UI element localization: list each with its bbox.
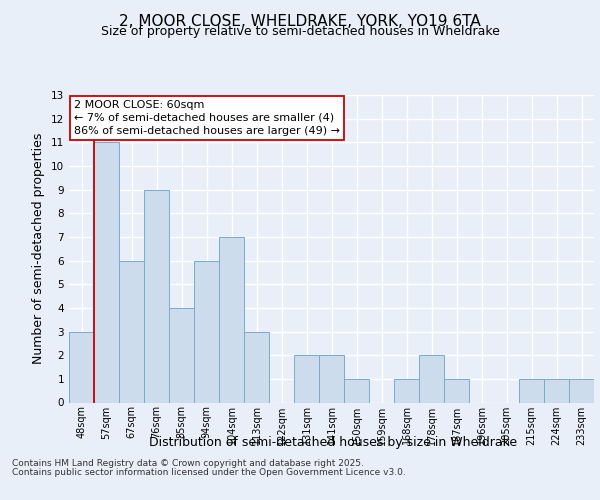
Bar (94, 142, 119, 402)
Bar (294, 355, 319, 403)
Bar (419, 355, 444, 403)
Bar (394, 379, 419, 402)
Bar (244, 332, 269, 402)
Bar (444, 379, 469, 402)
Text: Distribution of semi-detached houses by size in Wheldrake: Distribution of semi-detached houses by … (149, 436, 517, 449)
Bar (569, 379, 594, 402)
Text: Size of property relative to semi-detached houses in Wheldrake: Size of property relative to semi-detach… (101, 25, 499, 38)
Text: Contains public sector information licensed under the Open Government Licence v3: Contains public sector information licen… (12, 468, 406, 477)
Bar (119, 260, 144, 402)
Text: Contains HM Land Registry data © Crown copyright and database right 2025.: Contains HM Land Registry data © Crown c… (12, 459, 364, 468)
Bar (319, 355, 344, 403)
Text: 2 MOOR CLOSE: 60sqm
← 7% of semi-detached houses are smaller (4)
86% of semi-det: 2 MOOR CLOSE: 60sqm ← 7% of semi-detache… (74, 100, 340, 136)
Bar (344, 379, 369, 402)
Bar (169, 308, 194, 402)
Bar (219, 237, 244, 402)
Bar (69, 332, 94, 402)
Bar (544, 379, 569, 402)
Y-axis label: Number of semi-detached properties: Number of semi-detached properties (32, 133, 46, 364)
Bar (519, 379, 544, 402)
Text: 2, MOOR CLOSE, WHELDRAKE, YORK, YO19 6TA: 2, MOOR CLOSE, WHELDRAKE, YORK, YO19 6TA (119, 14, 481, 29)
Bar (144, 190, 169, 402)
Bar (194, 260, 219, 402)
